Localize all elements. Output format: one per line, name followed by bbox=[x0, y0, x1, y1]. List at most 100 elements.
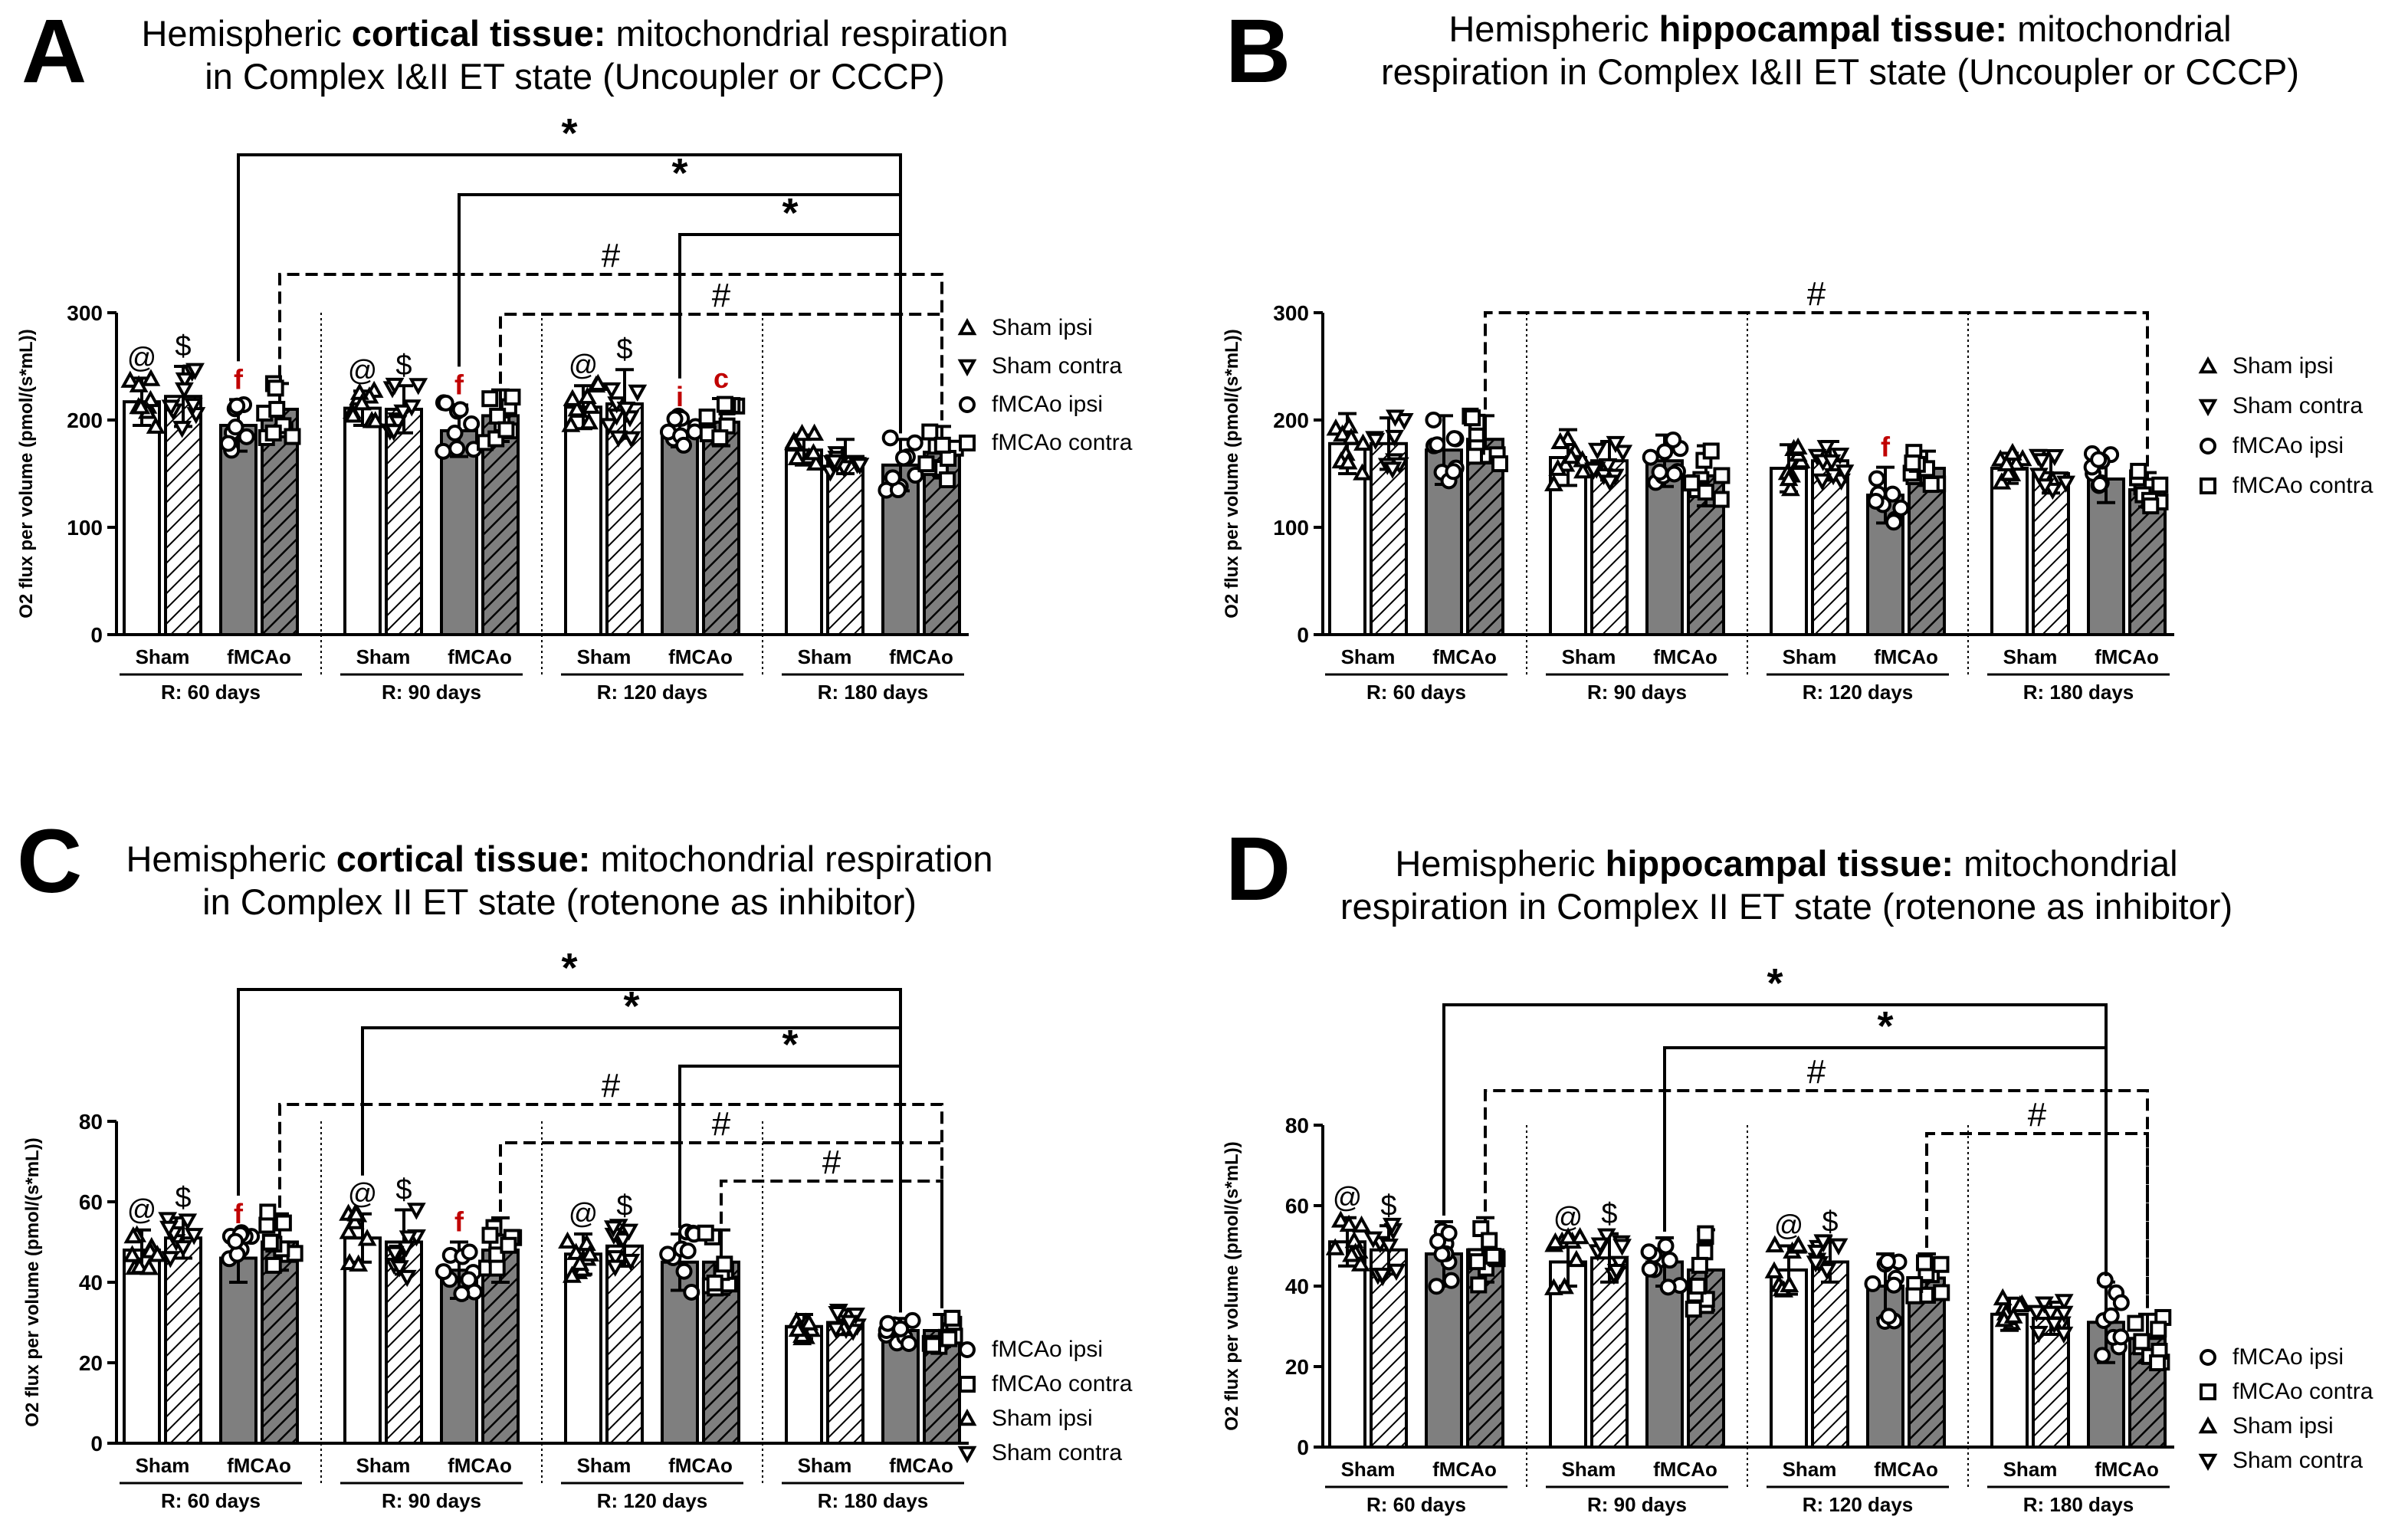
bar-group bbox=[1425, 411, 1465, 637]
data-point bbox=[238, 428, 255, 445]
y-tick-label: 80 bbox=[1285, 1114, 1309, 1137]
data-point bbox=[1933, 1284, 1950, 1301]
y-tick-label: 200 bbox=[67, 409, 103, 432]
x-tick-label: fMCAo bbox=[1653, 1458, 1717, 1481]
data-point bbox=[1829, 1238, 1849, 1255]
bar-group: $ bbox=[603, 1190, 644, 1445]
data-point bbox=[1363, 1231, 1383, 1249]
data-point bbox=[1570, 1226, 1590, 1245]
legend: Sham ipsi Sham contra fMCAo ipsi fMCAo cont… bbox=[957, 315, 1133, 455]
y-tick-label: 40 bbox=[79, 1271, 103, 1295]
data-point bbox=[792, 423, 812, 441]
bar bbox=[481, 414, 520, 637]
data-point bbox=[558, 1231, 577, 1249]
legend-label: fMCAo contra bbox=[2232, 1379, 2374, 1404]
bar-group bbox=[1807, 440, 1855, 637]
panel-title: Hemispheric hippocampal tissue: mitochon… bbox=[1380, 8, 2300, 92]
data-point bbox=[385, 377, 405, 395]
bar-annotation: f bbox=[454, 1206, 464, 1238]
data-point bbox=[2056, 475, 2076, 493]
bar-annotation: $ bbox=[395, 1174, 412, 1206]
significance-bracket: # bbox=[1925, 1096, 2149, 1308]
significance-bracket: * bbox=[237, 110, 902, 434]
data-point bbox=[1386, 1263, 1406, 1282]
data-point bbox=[1697, 484, 1714, 501]
data-point bbox=[1999, 464, 2018, 481]
panel-b: B Hemispheric hippocampal tissue: mitoch… bbox=[1204, 0, 2408, 763]
y-axis-label: O2 flux per volume (pmol/(s*mL)) bbox=[1222, 1141, 1242, 1430]
data-point bbox=[453, 1285, 471, 1302]
panel-d: D Hemispheric hippocampal tissue: mitoch… bbox=[1204, 763, 2408, 1526]
data-point bbox=[804, 443, 823, 461]
bar-group bbox=[697, 1224, 740, 1445]
data-point bbox=[1548, 458, 1568, 476]
data-point bbox=[1880, 1308, 1898, 1325]
data-point bbox=[497, 421, 515, 438]
data-point bbox=[1352, 1215, 1371, 1233]
bar-group: f bbox=[1866, 432, 1910, 636]
bar-group: @ bbox=[120, 342, 166, 636]
group-label: R: 60 days bbox=[161, 681, 261, 704]
data-point bbox=[1697, 1225, 1714, 1242]
legend-icon bbox=[959, 1341, 976, 1358]
data-point bbox=[1442, 1272, 1460, 1289]
data-point bbox=[1640, 1243, 1658, 1261]
group-label: R: 90 days bbox=[1587, 1493, 1687, 1516]
bar bbox=[605, 402, 644, 636]
chart-svg: 0 100 200 300 O2 flux per volume (pmol/(s*mL… bbox=[16, 110, 1133, 704]
bar bbox=[1990, 1312, 2029, 1449]
data-point bbox=[1683, 474, 1701, 492]
data-point bbox=[666, 410, 684, 428]
legend-label: Sham ipsi bbox=[992, 1406, 1093, 1431]
y-axis-label: O2 flux per volume (pmol/(s*mL)) bbox=[22, 1137, 43, 1426]
data-point bbox=[129, 375, 149, 392]
data-point bbox=[2034, 1296, 2054, 1314]
x-tick-label: Sham bbox=[798, 1454, 852, 1477]
data-point bbox=[219, 435, 237, 452]
bar bbox=[261, 408, 299, 636]
group-label: R: 180 days bbox=[2023, 681, 2134, 704]
bar-group: $ bbox=[384, 1174, 426, 1445]
bar bbox=[2087, 477, 2125, 636]
bar-group bbox=[1905, 1252, 1950, 1449]
bar bbox=[1908, 1276, 1946, 1449]
data-point bbox=[562, 1265, 582, 1283]
data-point bbox=[603, 1220, 623, 1238]
bar-annotation: $ bbox=[395, 350, 412, 382]
data-point bbox=[1330, 1210, 1350, 1228]
bracket-line bbox=[720, 1180, 943, 1308]
group-label: R: 60 days bbox=[1366, 681, 1466, 704]
bracket-label: # bbox=[602, 237, 621, 274]
data-point bbox=[826, 1321, 846, 1339]
bar-group bbox=[1584, 435, 1633, 637]
data-point bbox=[2127, 1314, 2144, 1332]
x-tick-label: Sham bbox=[1562, 645, 1616, 668]
data-point bbox=[366, 411, 385, 428]
data-point bbox=[1661, 1252, 1678, 1269]
bar bbox=[219, 1256, 258, 1445]
data-point bbox=[716, 1255, 733, 1273]
bar-group: f bbox=[219, 1198, 261, 1445]
bar bbox=[123, 1249, 161, 1445]
significance-bracket: # bbox=[1484, 275, 2149, 467]
x-tick-label: fMCAo bbox=[1432, 645, 1497, 668]
bar-group bbox=[784, 423, 826, 637]
data-point bbox=[184, 1228, 204, 1245]
data-point bbox=[588, 373, 608, 392]
bracket-label: * bbox=[782, 190, 798, 236]
bar-group bbox=[2026, 1294, 2074, 1449]
bar-annotation: $ bbox=[175, 330, 191, 363]
x-tick-label: Sham bbox=[577, 1454, 632, 1477]
bar-annotation: @ bbox=[569, 1198, 599, 1230]
x-tick-label: fMCAo bbox=[1432, 1458, 1497, 1481]
group-label: R: 90 days bbox=[1587, 681, 1687, 704]
data-point bbox=[2054, 1294, 2074, 1311]
data-point bbox=[613, 1232, 633, 1250]
bar-group bbox=[258, 1203, 303, 1445]
bracket-label: # bbox=[712, 1105, 731, 1143]
data-point bbox=[2149, 1354, 2167, 1372]
data-point bbox=[185, 363, 205, 380]
data-point bbox=[1590, 1237, 1610, 1255]
panel-title: Hemispheric cortical tissue: mitochondri… bbox=[141, 13, 1009, 97]
bar bbox=[343, 1236, 382, 1445]
